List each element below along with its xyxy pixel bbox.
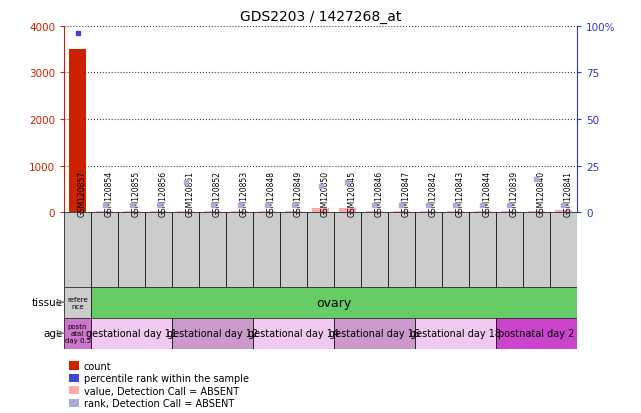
Bar: [555, 210, 572, 213]
Bar: [447, 212, 463, 213]
Bar: [253, 318, 334, 349]
Text: postn
atal
day 0.5: postn atal day 0.5: [65, 323, 90, 344]
Bar: [501, 211, 517, 213]
Text: ovary: ovary: [317, 296, 352, 309]
Text: GSM120848: GSM120848: [267, 171, 276, 216]
Text: GSM120845: GSM120845: [347, 171, 356, 216]
Text: GSM120850: GSM120850: [320, 171, 329, 216]
Bar: [415, 318, 496, 349]
Text: GSM120852: GSM120852: [213, 171, 222, 216]
Text: GSM120846: GSM120846: [374, 171, 383, 216]
Bar: [420, 212, 437, 213]
Bar: [145, 213, 172, 287]
Text: GSM120839: GSM120839: [510, 171, 519, 216]
Text: refere
nce: refere nce: [67, 296, 88, 309]
Bar: [415, 213, 442, 287]
Text: GSM120856: GSM120856: [158, 171, 167, 216]
Bar: [474, 212, 490, 213]
Text: postnatal day 2: postnatal day 2: [498, 328, 574, 339]
Bar: [258, 211, 274, 213]
Text: gestational day 11: gestational day 11: [86, 328, 177, 339]
Bar: [550, 213, 577, 287]
Bar: [178, 212, 194, 213]
Bar: [285, 211, 302, 213]
Bar: [469, 213, 496, 287]
Bar: [388, 213, 415, 287]
Text: GSM120842: GSM120842: [428, 171, 437, 216]
Bar: [280, 213, 307, 287]
Bar: [64, 318, 91, 349]
Bar: [253, 213, 280, 287]
Text: gestational day 18: gestational day 18: [410, 328, 501, 339]
Text: GSM120851: GSM120851: [185, 171, 195, 216]
Bar: [523, 213, 550, 287]
Bar: [118, 213, 145, 287]
Bar: [204, 211, 221, 213]
Text: GSM120854: GSM120854: [104, 171, 113, 216]
Bar: [496, 213, 523, 287]
Text: tissue: tissue: [31, 297, 63, 308]
Bar: [394, 211, 410, 213]
Bar: [124, 211, 140, 213]
Text: GSM120840: GSM120840: [537, 171, 545, 216]
Bar: [199, 213, 226, 287]
Bar: [528, 211, 544, 213]
Text: GSM120849: GSM120849: [294, 171, 303, 216]
Bar: [312, 208, 329, 213]
Text: GSM120841: GSM120841: [563, 171, 572, 216]
Bar: [334, 213, 361, 287]
Bar: [64, 287, 91, 318]
Bar: [339, 209, 356, 213]
Text: GSM120844: GSM120844: [483, 171, 492, 216]
Bar: [226, 213, 253, 287]
Bar: [496, 318, 577, 349]
Bar: [172, 213, 199, 287]
Text: GSM120843: GSM120843: [456, 171, 465, 216]
Text: GSM120855: GSM120855: [131, 171, 140, 216]
Legend: count, percentile rank within the sample, value, Detection Call = ABSENT, rank, : count, percentile rank within the sample…: [69, 361, 249, 408]
Text: GSM120853: GSM120853: [240, 171, 249, 216]
Bar: [69, 50, 86, 213]
Text: gestational day 16: gestational day 16: [329, 328, 420, 339]
Bar: [151, 212, 167, 213]
Title: GDS2203 / 1427268_at: GDS2203 / 1427268_at: [240, 10, 401, 24]
Bar: [64, 213, 91, 287]
Bar: [334, 318, 415, 349]
Bar: [367, 211, 383, 213]
Bar: [91, 318, 172, 349]
Bar: [307, 213, 334, 287]
Bar: [442, 213, 469, 287]
Text: GSM120857: GSM120857: [78, 171, 87, 216]
Bar: [172, 318, 253, 349]
Bar: [231, 212, 247, 213]
Bar: [91, 213, 118, 287]
Bar: [97, 211, 113, 213]
Text: GSM120847: GSM120847: [401, 171, 410, 216]
Text: age: age: [44, 328, 63, 339]
Text: gestational day 14: gestational day 14: [248, 328, 339, 339]
Text: gestational day 12: gestational day 12: [167, 328, 258, 339]
Bar: [361, 213, 388, 287]
